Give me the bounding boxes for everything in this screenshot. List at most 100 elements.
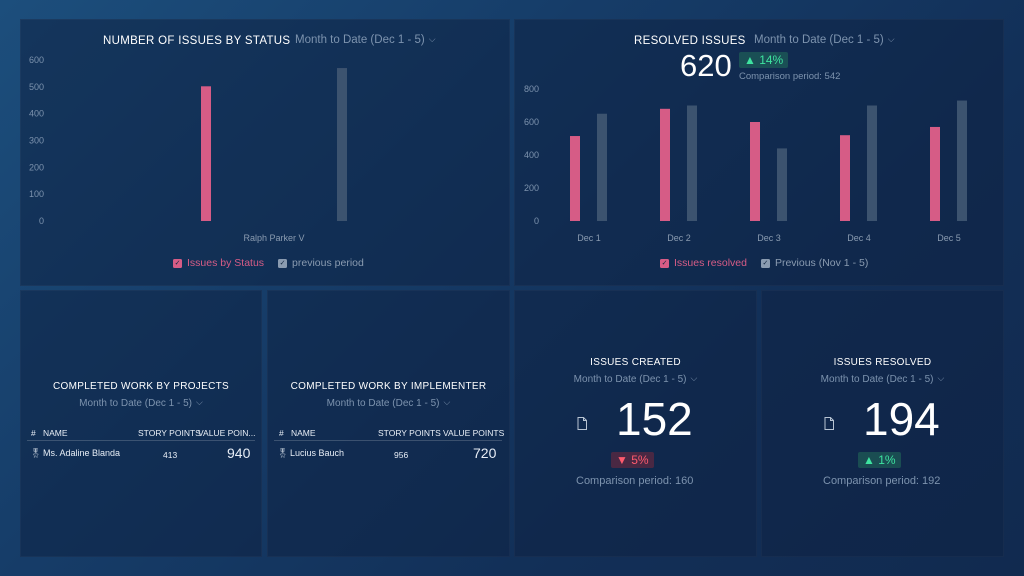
bar-issues-resolved-dec-2[interactable] — [660, 108, 670, 221]
document-icon — [577, 417, 587, 430]
bar-previous-nov-1-5--dec-3[interactable] — [777, 148, 787, 221]
bar-issues-resolved-dec-4[interactable] — [840, 135, 850, 221]
table-row[interactable]: 🎖︎ Lucius Bauch 956 720 — [274, 441, 502, 465]
column-header-value-points[interactable]: VALUE POIN... — [198, 428, 256, 438]
chevron-down-icon: ⌵ — [196, 397, 203, 407]
issues-resolved-kpi-value: 194 — [863, 393, 940, 445]
chevron-down-icon: ⌵ — [690, 373, 698, 383]
bar-previous-nov-1-5--dec-4[interactable] — [867, 105, 877, 222]
completed-by-projects-title: COMPLETED WORK BY PROJECTS — [53, 381, 229, 392]
period-label: Month to Date (Dec 1 - 5) — [754, 34, 884, 46]
chevron-down-icon: ⌵ — [443, 397, 451, 407]
column-header-value-points[interactable]: VALUE POINTS — [443, 428, 505, 438]
checkbox-icon: ✓ — [278, 258, 288, 268]
resolved-issues-value: 620 — [680, 48, 732, 83]
column-header-story-points[interactable]: STORY POINTS — [378, 428, 441, 438]
legend-label: Issues resolved — [674, 257, 747, 269]
chevron-down-icon: ⌵ — [887, 34, 895, 44]
completed-by-implementer-period-dropdown[interactable]: Month to Date (Dec 1 - 5) ⌵ — [267, 397, 510, 409]
document-icon — [824, 417, 834, 430]
table-divider — [27, 440, 255, 441]
completed-by-projects-panel — [20, 290, 262, 557]
y-tick-label: 200 — [524, 183, 539, 193]
row-name: Ms. Adaline Blanda — [43, 448, 121, 458]
x-tick-label: Dec 2 — [667, 233, 691, 243]
row-story-points: 413 — [163, 450, 178, 460]
x-tick-label: Dec 3 — [757, 233, 781, 243]
legend-label: Previous (Nov 1 - 5) — [774, 257, 869, 269]
period-label: Month to Date (Dec 1 - 5) — [326, 398, 440, 409]
row-story-points: 956 — [394, 450, 409, 460]
checkbox-icon: ✓ — [173, 258, 182, 268]
row-value-points: 940 — [227, 445, 251, 461]
bar-issues-resolved-dec-3[interactable] — [750, 122, 760, 221]
resolved-issues-chart: 800 600 400 200 0 Dec 1 Dec 2 Dec 3 Dec 4 Dec 5 — [524, 84, 967, 243]
bar-issues-resolved-dec-1[interactable] — [570, 136, 580, 221]
column-header-number: # — [31, 428, 36, 438]
completed-by-implementer-panel — [267, 290, 510, 557]
completed-by-implementer-title: COMPLETED WORK BY IMPLEMENTER — [290, 381, 487, 392]
resolved-issues-comparison: Comparison period: 542 — [739, 71, 841, 82]
period-label: Month to Date (Dec 1 - 5) — [295, 34, 425, 46]
y-tick-label: 400 — [524, 150, 539, 160]
x-tick-label: Dec 4 — [847, 233, 871, 243]
row-name: Lucius Bauch — [290, 448, 345, 458]
y-tick-label: 500 — [29, 82, 44, 92]
y-tick-label: 100 — [29, 189, 44, 199]
legend-issues-by-status[interactable]: ✓ Issues by Status — [173, 257, 264, 269]
issues-by-status-panel — [20, 19, 510, 286]
resolved-issues-change-badge: ▲ 14% — [739, 52, 789, 68]
bar-previous-nov-1-5--dec-5[interactable] — [957, 100, 967, 221]
period-label: Month to Date (Dec 1 - 5) — [573, 374, 687, 385]
table-row[interactable]: 🎖︎ Ms. Adaline Blanda 413 940 — [27, 441, 255, 465]
checkbox-icon: ✓ — [660, 258, 669, 268]
y-tick-label: 300 — [29, 136, 44, 146]
issues-resolved-kpi-panel — [761, 290, 1004, 557]
issues-by-status-legend: ✓ Issues by Status ✓ previous period — [173, 257, 378, 269]
legend-label: Issues by Status — [187, 257, 265, 269]
y-tick-label: 800 — [524, 84, 539, 94]
column-header-name[interactable]: NAME — [291, 428, 316, 438]
issues-created-title: ISSUES CREATED — [590, 357, 681, 368]
issues-resolved-kpi-change-badge: ▲ 1% — [858, 452, 901, 468]
y-tick-label: 400 — [29, 109, 44, 119]
resolved-issues-legend: ✓ Issues resolved ✓ Previous (Nov 1 - 5) — [660, 257, 882, 269]
issues-by-status-period-dropdown[interactable]: Month to Date (Dec 1 - 5) ⌵ — [295, 34, 436, 46]
legend-label: previous period — [292, 257, 364, 269]
bar-previous-nov-1-5--dec-2[interactable] — [687, 105, 697, 222]
y-tick-label: 200 — [29, 162, 44, 172]
x-tick-label: Dec 1 — [577, 233, 601, 243]
x-tick-label: Ralph Parker V — [243, 233, 304, 243]
resolved-issues-title: RESOLVED ISSUES — [634, 35, 746, 47]
bar-issues-by-status-ralph-parker-v[interactable] — [201, 86, 211, 221]
table-divider — [274, 440, 502, 441]
issues-created-comparison: Comparison period: 160 — [576, 475, 694, 487]
legend-previous-period[interactable]: ✓ previous period — [278, 257, 364, 269]
bar-previous-period-ralph-parker-v[interactable] — [337, 68, 347, 221]
y-tick-label: 0 — [39, 216, 44, 226]
issues-created-change-badge: ▼ 5% — [611, 452, 654, 468]
legend-issues-resolved[interactable]: ✓ Issues resolved — [660, 257, 747, 269]
column-header-story-points[interactable]: STORY POINTS — [138, 428, 201, 438]
y-tick-label: 600 — [29, 55, 44, 65]
issues-by-status-chart: 600 500 400 300 200 100 0 Ralph Parker V — [29, 55, 347, 243]
chevron-down-icon: ⌵ — [428, 34, 436, 44]
y-tick-label: 0 — [534, 216, 539, 226]
column-header-number: # — [279, 428, 284, 438]
resolved-issues-period-dropdown[interactable]: Month to Date (Dec 1 - 5) ⌵ — [754, 34, 895, 46]
y-tick-label: 600 — [524, 117, 539, 127]
bar-issues-resolved-dec-5[interactable] — [930, 126, 940, 221]
completed-by-projects-period-dropdown[interactable]: Month to Date (Dec 1 - 5) ⌵ — [20, 397, 262, 409]
period-label: Month to Date (Dec 1 - 5) — [820, 374, 934, 385]
chevron-down-icon: ⌵ — [937, 373, 945, 383]
issues-created-panel — [514, 290, 757, 557]
issues-resolved-kpi-period-dropdown[interactable]: Month to Date (Dec 1 - 5) ⌵ — [761, 373, 1004, 385]
column-header-name[interactable]: NAME — [43, 428, 68, 438]
x-tick-label: Dec 5 — [937, 233, 961, 243]
issues-created-period-dropdown[interactable]: Month to Date (Dec 1 - 5) ⌵ — [514, 373, 757, 385]
period-label: Month to Date (Dec 1 - 5) — [79, 398, 192, 409]
legend-previous-nov[interactable]: ✓ Previous (Nov 1 - 5) — [760, 257, 869, 269]
bar-previous-nov-1-5--dec-1[interactable] — [597, 113, 607, 221]
checkbox-icon: ✓ — [760, 258, 770, 268]
issues-resolved-kpi-comparison: Comparison period: 192 — [823, 475, 941, 487]
